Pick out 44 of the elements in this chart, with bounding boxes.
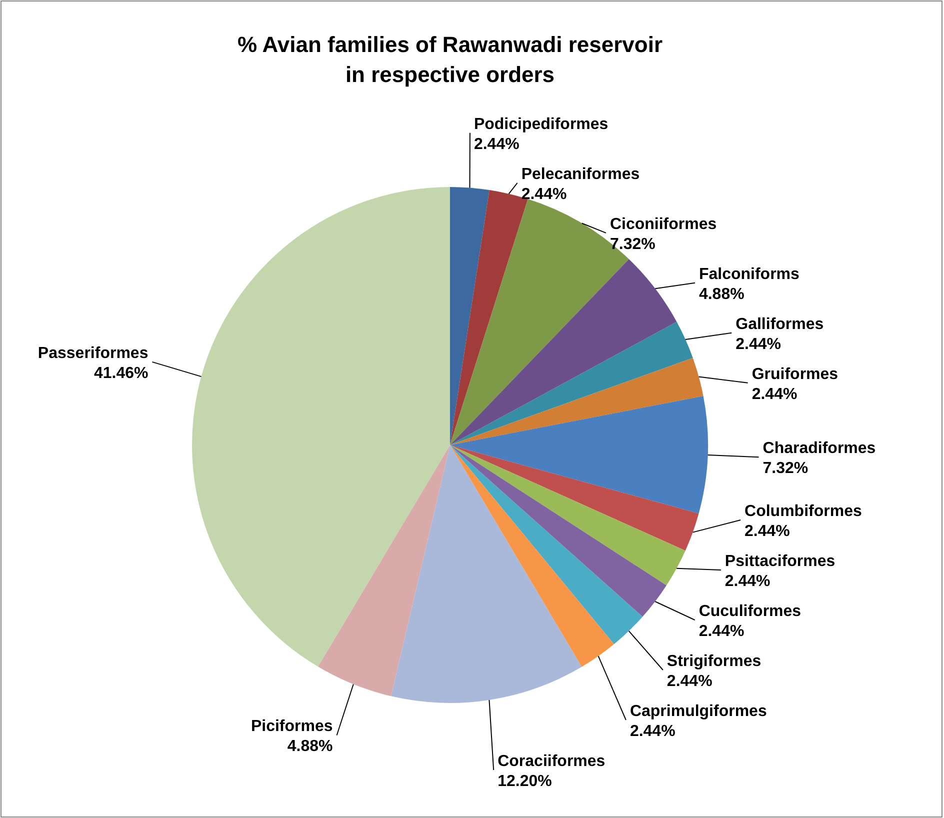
data-label: 2.44% bbox=[724, 573, 770, 590]
data-label: 4.88% bbox=[287, 738, 333, 756]
slice-label: Cuculiformes bbox=[698, 603, 802, 620]
pie-slice bbox=[450, 259, 677, 445]
data-label: 41.46% bbox=[94, 364, 148, 382]
slice-label: Piciformes bbox=[250, 718, 333, 736]
data-label: 2.44% bbox=[474, 136, 520, 153]
slice-label: Passeriformes bbox=[38, 344, 148, 362]
slice-label: Ciconiiformes bbox=[610, 216, 717, 233]
pie-slice bbox=[192, 187, 450, 667]
pie-slice bbox=[450, 358, 704, 445]
pie-slice bbox=[450, 322, 693, 445]
data-label: 2.44% bbox=[698, 623, 744, 640]
data-label: 2.44% bbox=[736, 336, 782, 353]
data-label: 4.88% bbox=[698, 286, 744, 303]
chart-title: % Avian families of Rawanwadi reservoir in respective orders bbox=[237, 32, 663, 87]
slice-label: Pelecaniformes bbox=[521, 166, 640, 183]
slice-label: Caprimulgiformes bbox=[630, 703, 767, 720]
data-label: 2.44% bbox=[521, 186, 567, 203]
slice-label: Falconiforms bbox=[698, 266, 800, 283]
data-label: 7.32% bbox=[610, 236, 656, 253]
pie-slice bbox=[391, 445, 582, 703]
data-label: 2.44% bbox=[744, 523, 790, 540]
pie-slice bbox=[318, 445, 450, 696]
pie-slice bbox=[450, 445, 666, 617]
slice-label: Galliformes bbox=[736, 316, 824, 333]
slice-label: Columbiformes bbox=[744, 503, 862, 520]
slice-label: Podicipediformes bbox=[474, 116, 608, 133]
pie-slice bbox=[450, 445, 699, 551]
slice-label: Gruiformes bbox=[752, 366, 838, 383]
data-label: 12.20% bbox=[498, 773, 552, 790]
slice-label: Strigiformes bbox=[666, 653, 762, 670]
pie-slice bbox=[450, 445, 686, 586]
pie-slice bbox=[450, 445, 643, 644]
pie-slice bbox=[450, 445, 614, 667]
slice-label: Charadiformes bbox=[762, 440, 876, 458]
data-label: 7.32% bbox=[762, 460, 808, 478]
data-label: 2.44% bbox=[752, 386, 798, 403]
slice-label: Coraciiformes bbox=[498, 753, 606, 770]
data-label: 2.44% bbox=[666, 673, 712, 690]
slice-label: Psittaciformes bbox=[724, 553, 836, 570]
data-label: 2.44% bbox=[630, 723, 676, 740]
pie-slice bbox=[450, 396, 708, 514]
pie-slice bbox=[450, 187, 490, 445]
